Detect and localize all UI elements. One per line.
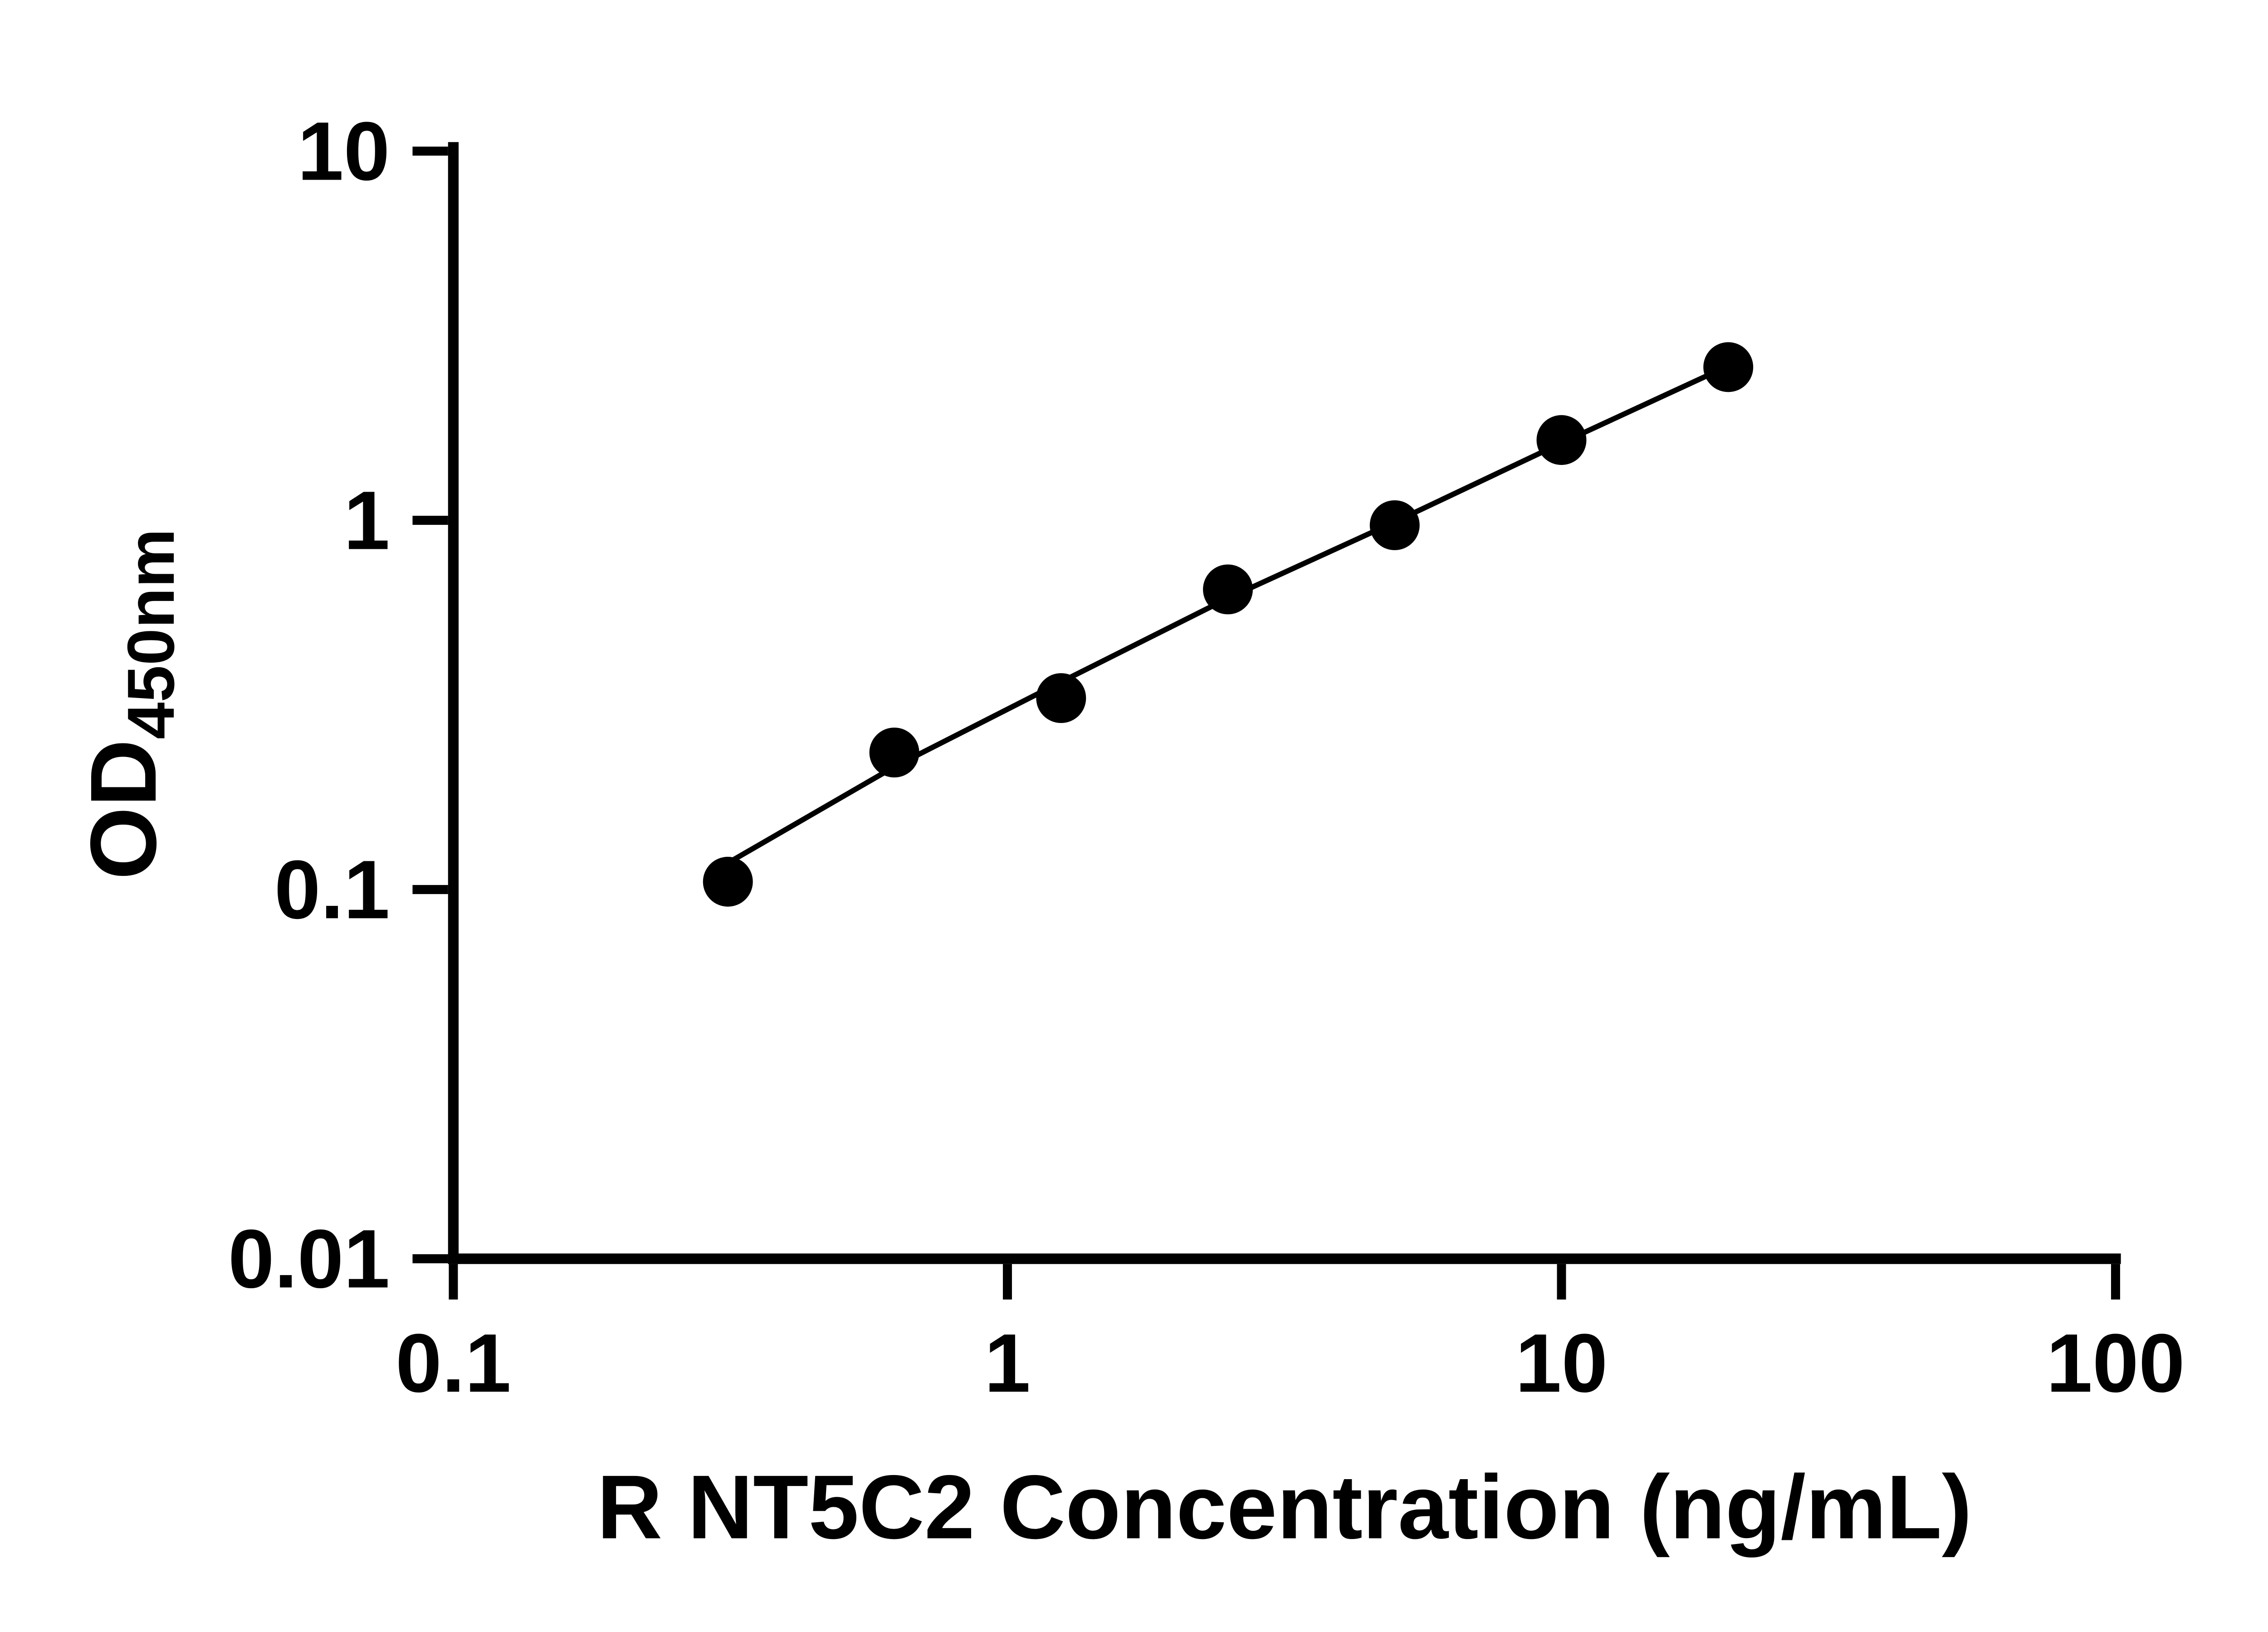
data-point	[1703, 342, 1754, 392]
y-tick-label: 0.1	[274, 843, 390, 936]
data-point	[1036, 673, 1086, 723]
x-tick-label: 10	[1515, 1316, 1608, 1409]
y-axis-title: OD450nm	[71, 528, 188, 880]
x-axis-title: R NT5C2 Concentration (ng/mL)	[597, 1456, 1972, 1558]
y-tick-label: 0.01	[228, 1212, 390, 1305]
y-axis-title-main: OD	[71, 739, 176, 880]
x-tick-label: 100	[2046, 1316, 2185, 1409]
data-point	[869, 728, 919, 778]
data-point	[1369, 500, 1420, 550]
y-tick-label: 10	[298, 104, 390, 197]
data-point	[703, 856, 753, 907]
y-axis-title-subscript: 450nm	[114, 528, 188, 739]
y-tick-label: 1	[344, 474, 390, 567]
x-tick-label: 1	[984, 1316, 1031, 1409]
data-point	[1203, 564, 1253, 615]
data-point	[1536, 415, 1587, 465]
x-tick-label: 0.1	[396, 1316, 511, 1409]
